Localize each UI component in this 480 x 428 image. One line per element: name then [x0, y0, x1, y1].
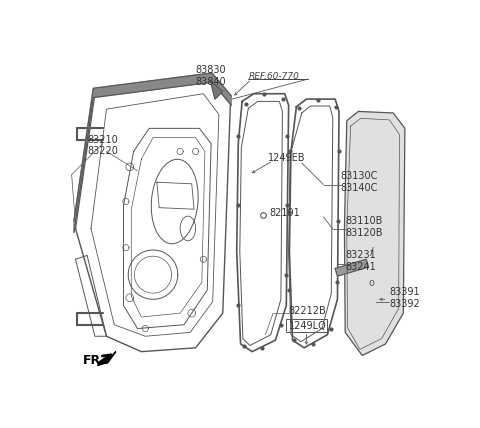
Polygon shape — [97, 352, 116, 366]
Polygon shape — [335, 259, 369, 276]
Text: 82212B: 82212B — [288, 306, 326, 316]
Text: 83130C
83140C: 83130C 83140C — [340, 172, 378, 193]
Text: 83231
83241: 83231 83241 — [345, 250, 376, 272]
Text: /: / — [370, 247, 374, 257]
Text: FR.: FR. — [83, 354, 107, 367]
Text: 83391
83392: 83391 83392 — [389, 287, 420, 309]
Polygon shape — [210, 80, 223, 99]
Text: REF.60-770: REF.60-770 — [248, 71, 299, 80]
Text: 1249LQ: 1249LQ — [288, 321, 326, 331]
Text: 83830
83840: 83830 83840 — [196, 65, 227, 87]
Polygon shape — [345, 111, 405, 356]
Text: o: o — [369, 278, 374, 288]
Text: 82191: 82191 — [269, 208, 300, 218]
Text: 83110B
83120B: 83110B 83120B — [345, 216, 383, 238]
Text: 1249EB: 1249EB — [268, 153, 305, 163]
Polygon shape — [74, 73, 231, 232]
Text: 83210
83220: 83210 83220 — [87, 134, 118, 156]
